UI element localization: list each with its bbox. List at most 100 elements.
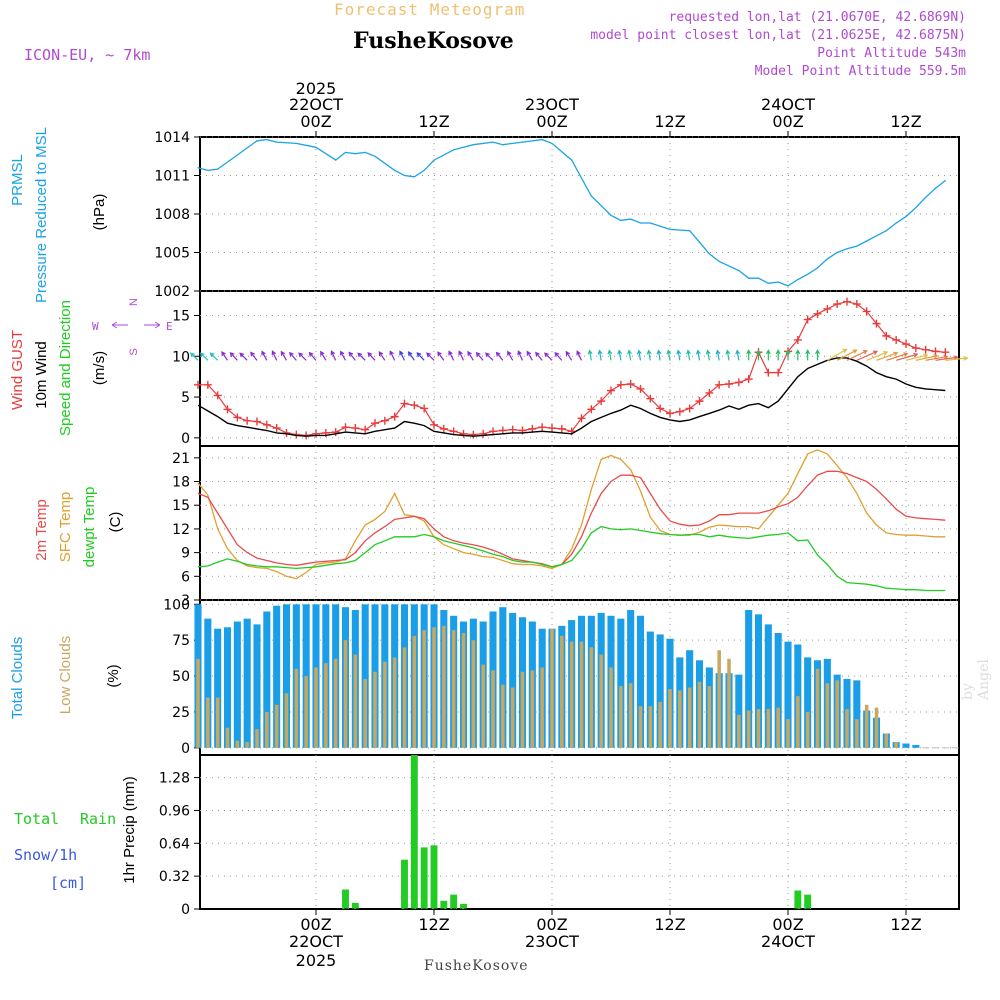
pressure-point xyxy=(866,240,868,242)
low-cloud-bar xyxy=(619,686,623,748)
pressure-point xyxy=(502,144,504,146)
gust-marker xyxy=(312,429,320,438)
total-cloud-bar xyxy=(804,657,812,748)
pressure-point xyxy=(364,151,366,153)
pressure-point xyxy=(521,141,524,143)
gust-marker xyxy=(459,429,468,438)
pressure-point xyxy=(836,251,838,254)
t2m-line xyxy=(197,470,946,568)
gust-marker xyxy=(734,378,743,387)
low-cloud-bar xyxy=(422,630,426,748)
pressure-point xyxy=(757,277,760,279)
low-cloud-bar xyxy=(235,740,240,748)
top-axis-year: 2025 xyxy=(296,79,337,98)
low-cloud-bar xyxy=(520,671,525,748)
precip-bar xyxy=(794,890,802,909)
gust-marker xyxy=(626,380,635,388)
low-cloud-bar xyxy=(776,707,780,748)
gust-marker xyxy=(233,413,242,422)
pressure-point xyxy=(689,230,691,232)
low-cloud-bar xyxy=(196,658,200,748)
wind-direction-arrow xyxy=(280,350,288,361)
prmsl-label: PRMSL xyxy=(9,154,26,206)
wind-direction-arrow xyxy=(475,351,484,361)
pressure-point xyxy=(551,142,553,145)
wind-direction-arrow xyxy=(765,349,771,361)
pressure-unit: (hPa) xyxy=(91,194,108,231)
pressure-point xyxy=(826,258,828,260)
compass-w: W xyxy=(92,320,99,333)
gust-marker xyxy=(911,344,920,353)
gust-marker xyxy=(852,300,861,309)
pressure-point xyxy=(394,169,396,171)
top-axis-hour: 00Z xyxy=(300,112,331,131)
pressure-point xyxy=(197,167,199,169)
gust-marker xyxy=(666,409,674,418)
gust-marker xyxy=(430,420,438,429)
low-cloud-bar xyxy=(628,683,633,748)
wind-direction-arrow xyxy=(896,352,919,361)
wind-direction-arrow xyxy=(775,349,781,361)
gust-marker xyxy=(921,345,930,354)
gust-marker xyxy=(813,309,822,318)
gust-marker xyxy=(331,428,340,437)
gust-marker xyxy=(439,424,448,433)
low-cloud-bar xyxy=(225,727,230,748)
gust-marker xyxy=(203,380,212,389)
panel-frame-2 xyxy=(199,290,960,447)
wind-direction-arrow xyxy=(636,349,642,361)
point-altitude: Point Altitude 543m xyxy=(817,46,966,61)
pressure-point xyxy=(236,154,238,156)
sfc-temp-label: SFC Temp xyxy=(57,492,74,563)
gust-marker xyxy=(213,391,222,400)
gust-marker xyxy=(223,405,232,414)
total-cloud-bar xyxy=(784,641,792,748)
wind-direction-arrow xyxy=(320,350,327,361)
y-tick-label: 9 xyxy=(181,546,190,562)
wind-direction-arrow xyxy=(686,349,691,361)
total-cloud-bar xyxy=(273,605,281,748)
gust-marker xyxy=(194,380,202,389)
wind-direction-arrow xyxy=(399,350,406,361)
top-axis-hour: 00Z xyxy=(536,112,567,131)
wind-direction-arrow xyxy=(565,350,573,361)
low-cloud-bar xyxy=(274,704,279,748)
pressure-point xyxy=(590,195,592,197)
pressure-point xyxy=(610,214,612,216)
pressure-point xyxy=(649,222,651,224)
low-cloud-bar xyxy=(402,647,407,748)
model-altitude: Model Point Altitude 559.5m xyxy=(754,64,966,79)
pressure-point xyxy=(433,159,435,161)
y-tick-label: 0 xyxy=(181,431,190,447)
low-cloud-bar xyxy=(343,640,348,748)
wind-unit: (m/s) xyxy=(91,351,108,385)
wind-direction-arrow xyxy=(715,349,721,361)
total-cloud-bar xyxy=(627,610,635,748)
wind-direction-arrow xyxy=(357,352,366,361)
pressure-line xyxy=(197,138,946,287)
wind-direction-arrow xyxy=(458,350,465,361)
low-cloud-bar xyxy=(609,667,613,748)
gust-marker xyxy=(705,388,714,397)
precip-bar xyxy=(401,859,408,909)
gust-marker xyxy=(862,307,871,316)
gust-marker xyxy=(469,430,478,439)
total-cloud-bar xyxy=(656,634,664,748)
total-cloud-bar xyxy=(214,628,222,748)
low-cloud-bar xyxy=(471,640,476,748)
precip-bar xyxy=(420,847,428,909)
top-axis-hour: 12Z xyxy=(654,112,685,131)
wind-direction-arrow xyxy=(229,352,238,361)
wind-direction-arrow xyxy=(656,349,662,361)
low-cloud-bar xyxy=(324,663,328,748)
low-cloud-bar xyxy=(540,667,544,748)
requested-coords: requested lon,lat (21.0670E, 42.6869N) xyxy=(668,10,966,25)
wind-direction-arrow xyxy=(308,351,317,361)
low-cloud-bar xyxy=(658,701,662,748)
low-cloud-bar xyxy=(245,742,249,748)
low-cloud-bar xyxy=(383,661,387,748)
total-cloud-bar xyxy=(361,604,369,748)
low-cloud-bar xyxy=(796,696,800,748)
wind-gust-label: Wind GUST xyxy=(9,330,26,410)
total-cloud-bar xyxy=(754,614,763,748)
